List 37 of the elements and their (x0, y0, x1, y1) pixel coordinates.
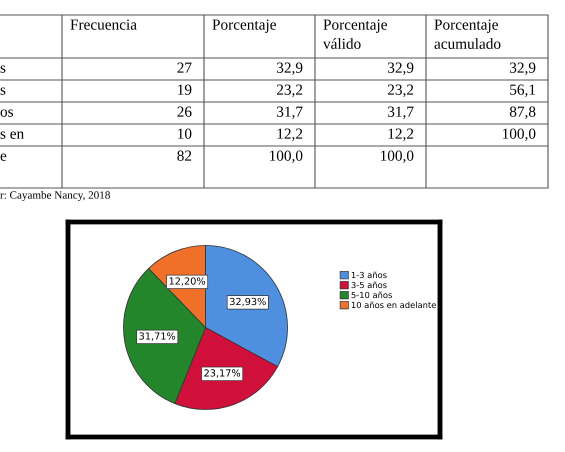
legend-label: 3-5 años (352, 282, 387, 288)
text: r: Cayambe Nancy, 2018 (0, 190, 110, 202)
text: 100,0 (380, 150, 414, 164)
category-label: Porcentaje válido (323, 19, 387, 49)
category-label: e (0, 153, 6, 161)
category-label: s (0, 87, 6, 95)
text: 56,1 (510, 84, 536, 98)
text: 19 (178, 84, 192, 95)
text: 32,9 (276, 62, 302, 76)
text: 32,9 (388, 62, 414, 76)
text: 31,7 (388, 106, 414, 120)
text: 100,0 (270, 150, 302, 164)
text: 27 (177, 62, 192, 73)
data-label: 31,71% (139, 332, 176, 341)
text: 23,2 (276, 84, 302, 98)
text: 87,8 (510, 106, 536, 120)
text: 12,2 (388, 128, 414, 142)
text: 31,7 (276, 106, 303, 120)
legend-label: 10 años en adelante (352, 302, 436, 308)
category-label: s (0, 65, 6, 73)
category-label: os (0, 109, 14, 117)
legend-label: 1-3 años (352, 272, 387, 278)
text: 82 (177, 150, 192, 161)
text: 10 (178, 128, 192, 139)
category-label: s en (0, 131, 24, 139)
text: 32,9 (510, 62, 536, 76)
legend-label: 5-10 años (352, 292, 392, 298)
text: 26 (177, 106, 192, 117)
text: 100,0 (502, 128, 536, 142)
text: 23,2 (388, 84, 414, 98)
data-label: 32,93% (230, 298, 266, 306)
text: 12,2 (278, 128, 302, 142)
category-label: Frecuencia (70, 19, 137, 30)
category-label: Porcentaje acumulado (434, 19, 500, 49)
data-label: 12,20% (170, 277, 206, 286)
data-label: 23,17% (204, 369, 240, 378)
category-label: Porcentaje (212, 19, 276, 33)
